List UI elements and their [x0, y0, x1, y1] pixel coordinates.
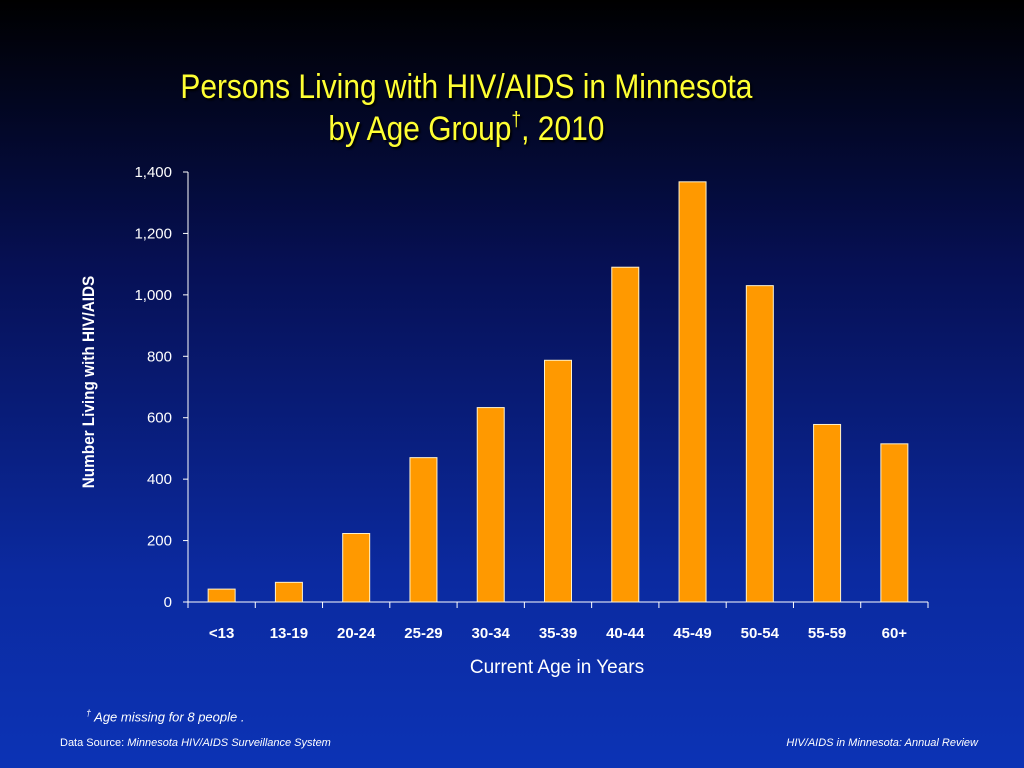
footnote: † Age missing for 8 people .	[86, 708, 244, 724]
title-dagger-mark: †	[511, 109, 522, 131]
y-tick-label: 200	[147, 533, 172, 550]
x-tick-label: <13	[209, 625, 234, 642]
y-axis-label: Number Living with HIV/AIDS	[79, 275, 98, 489]
x-tick-label: 20-24	[337, 625, 376, 642]
y-tick-label: 800	[147, 348, 172, 365]
y-tick-label: 1,200	[134, 225, 172, 242]
y-tick-label: 600	[147, 410, 172, 427]
chart-title: Persons Living with HIV/AIDS in Minnesot…	[0, 66, 933, 150]
x-tick-label: 40-44	[606, 625, 645, 642]
bar	[274, 581, 303, 603]
bar	[409, 457, 438, 603]
chart-title-line2: by Age Group†, 2010	[0, 108, 933, 150]
data-source: Data Source: Minnesota HIV/AIDS Surveill…	[60, 737, 331, 749]
x-tick-label: 50-54	[741, 625, 780, 642]
report-name: HIV/AIDS in Minnesota: Annual Review	[786, 737, 978, 749]
bar	[342, 533, 371, 603]
bar	[745, 285, 774, 603]
data-source-name: Minnesota HIV/AIDS Surveillance System	[127, 737, 331, 749]
x-tick-label: 55-59	[808, 625, 846, 642]
x-tick-label: 13-19	[270, 625, 308, 642]
bar	[476, 407, 505, 603]
y-tick-label: 1,000	[134, 287, 172, 304]
bar	[207, 588, 236, 603]
chart-title-line2-prefix: by Age Group	[328, 110, 512, 148]
footnote-dagger-mark: †	[86, 708, 92, 718]
x-axis-label: Current Age in Years	[469, 657, 645, 678]
chart-title-line2-suffix: , 2010	[521, 110, 605, 148]
footnote-text: Age missing for 8 people .	[91, 709, 245, 725]
y-tick-label: 0	[164, 594, 172, 611]
y-tick-label: 400	[147, 471, 172, 488]
x-tick-label: 60+	[882, 625, 908, 642]
bar	[611, 266, 640, 603]
y-tick-label: 1,400	[134, 164, 172, 181]
bar	[813, 423, 842, 603]
bar	[678, 181, 707, 603]
x-tick-label: 45-49	[673, 625, 711, 642]
x-tick-label: 25-29	[404, 625, 442, 642]
x-tick-label: 30-34	[472, 625, 511, 642]
bar	[544, 359, 572, 603]
data-source-label: Data Source:	[60, 737, 128, 749]
bar	[880, 443, 909, 603]
chart-title-line1: Persons Living with HIV/AIDS in Minnesot…	[180, 68, 753, 106]
x-tick-label: 35-39	[539, 625, 577, 642]
